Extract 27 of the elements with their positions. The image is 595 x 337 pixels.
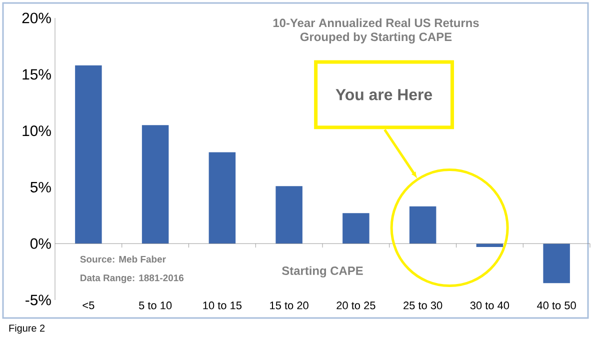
bar [75, 65, 102, 244]
x-tick-label: 15 to 20 [270, 302, 308, 310]
bar [543, 244, 570, 284]
x-tick-label: 5 to 10 [138, 302, 172, 310]
x-tick-label: 10 to 15 [203, 302, 242, 310]
x-axis-title: Starting CAPE [282, 266, 363, 278]
bar [276, 186, 302, 244]
bar [208, 152, 236, 244]
bar [409, 206, 436, 244]
bar [342, 213, 370, 244]
annotation: You are Here [336, 89, 432, 100]
annotation: Data Range: 1881-2016 [80, 274, 184, 284]
x-tick-label: 40 to 50 [537, 302, 576, 310]
annotation: Source: Meb Faber [80, 256, 166, 263]
x-tick-label: 30 to 40 [470, 302, 510, 310]
y-tick-label: 0% [30, 238, 51, 249]
y-tick-label: 15% [22, 69, 51, 80]
y-tick-label: 20% [22, 12, 51, 24]
y-tick-label: -5% [26, 294, 51, 306]
x-tick-label: 20 to 25 [336, 302, 376, 310]
x-tick-label: <5 [82, 302, 94, 310]
caption: Figure 2 [9, 324, 45, 334]
x-tick-label: 25 to 30 [404, 302, 442, 310]
y-tick-label: 10% [22, 126, 51, 136]
bar [142, 125, 169, 244]
text: 10-Year Annualized Real US Returns Grouped by Starting CAPE [273, 18, 479, 44]
y-tick-label: 5% [30, 182, 51, 192]
